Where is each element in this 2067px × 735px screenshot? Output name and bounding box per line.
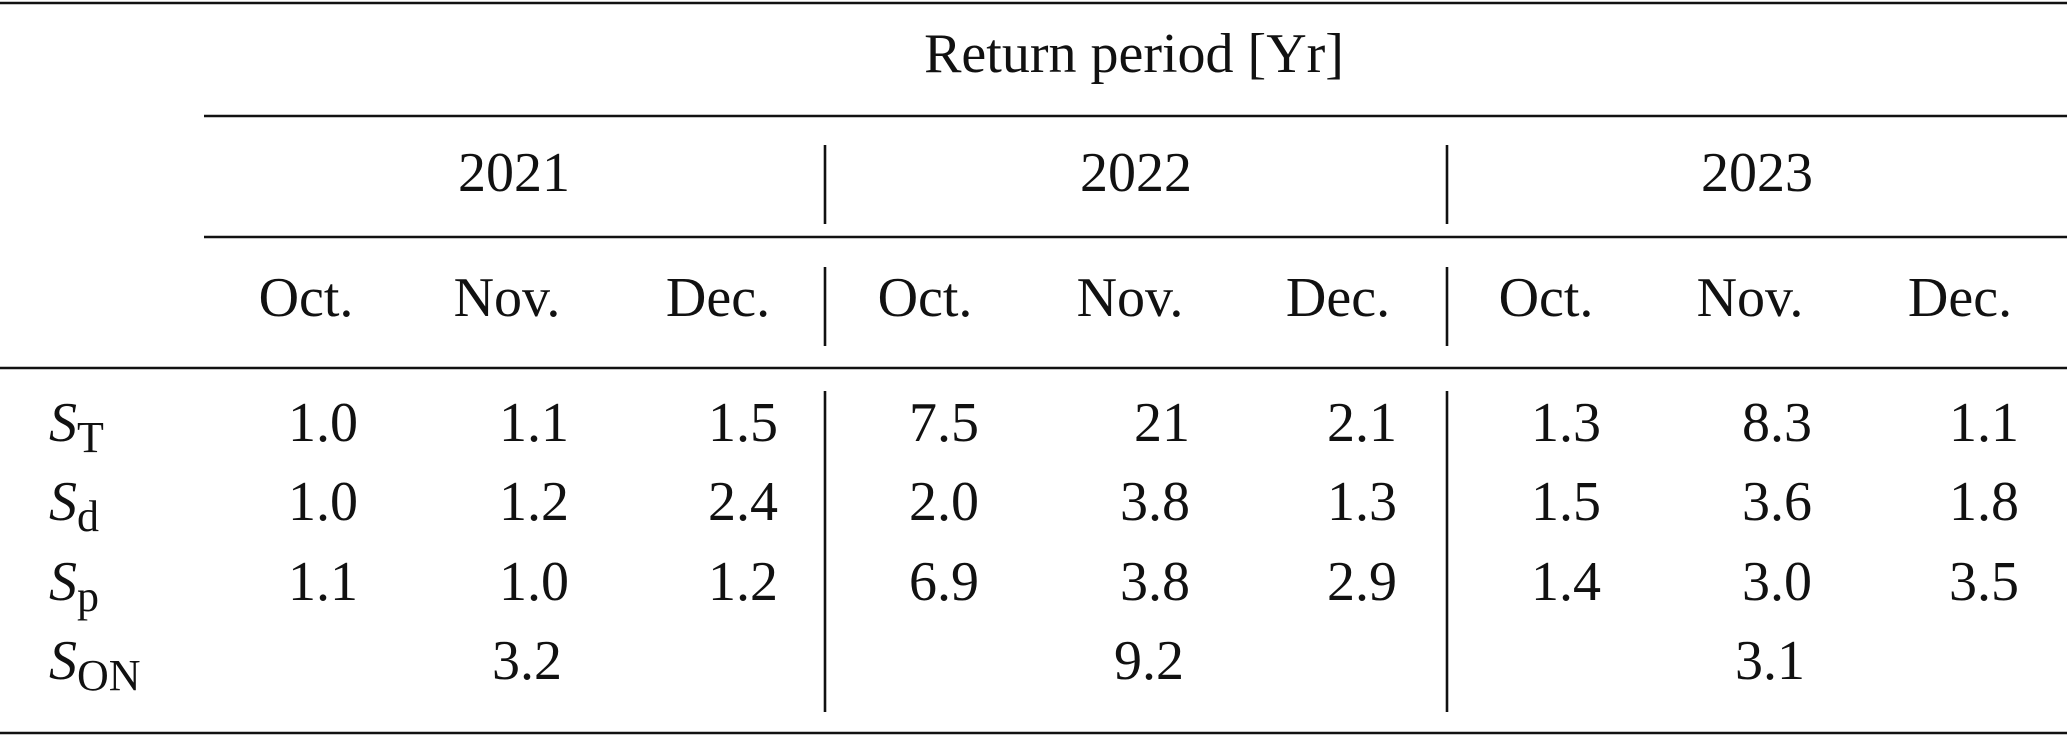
cell-value: 1.3 (1531, 392, 1601, 454)
row-label: Sd (49, 471, 99, 541)
cell-value: 1.1 (499, 392, 569, 454)
month-header: Nov. (1077, 267, 1184, 329)
row-label: ST (49, 392, 104, 462)
cell-value: 1.1 (1949, 392, 2019, 454)
month-header: Dec. (1908, 267, 2012, 329)
cell-value: 6.9 (909, 551, 979, 613)
cell-value: 1.0 (288, 471, 358, 533)
symbol: S (49, 630, 77, 692)
cell-value: 3.1 (1735, 630, 1805, 692)
cell-value: 9.2 (1114, 630, 1184, 692)
cell-value: 2.0 (909, 471, 979, 533)
cell-value: 1.5 (1531, 471, 1601, 533)
cell-value: 3.8 (1120, 551, 1190, 613)
cell-value: 2.4 (708, 471, 778, 533)
cell-value: 1.5 (708, 392, 778, 454)
year-header: 2021 (458, 142, 570, 204)
cell-value: 1.0 (288, 392, 358, 454)
cell-value: 1.8 (1949, 471, 2019, 533)
cell-value: 1.0 (499, 551, 569, 613)
separators (823, 145, 1449, 712)
cell-value: 2.1 (1327, 392, 1397, 454)
symbol: S (49, 392, 77, 454)
year-header: 2022 (1080, 142, 1192, 204)
cell-value: 1.3 (1327, 471, 1397, 533)
symbol: S (49, 471, 77, 533)
cell-value: 1.1 (288, 551, 358, 613)
subscript: ON (77, 651, 141, 700)
cell-value: 1.4 (1531, 551, 1601, 613)
cell-value: 3.0 (1742, 551, 1812, 613)
subscript: T (77, 413, 104, 462)
cell-value: 8.3 (1742, 392, 1812, 454)
month-header: Nov. (1697, 267, 1804, 329)
year-header: 2023 (1701, 142, 1813, 204)
cell-value: 1.2 (708, 551, 778, 613)
cell-value: 3.2 (492, 630, 562, 692)
cell-value: 2.9 (1327, 551, 1397, 613)
month-header: Nov. (454, 267, 561, 329)
cell-value: 3.8 (1120, 471, 1190, 533)
month-header: Dec. (666, 267, 770, 329)
cell-value: 3.6 (1742, 471, 1812, 533)
row-label: Sp (49, 551, 99, 621)
month-header: Oct. (1499, 267, 1594, 329)
subscript: p (77, 572, 99, 621)
month-header: Oct. (878, 267, 973, 329)
cell-value: 7.5 (909, 392, 979, 454)
symbol: S (49, 551, 77, 613)
subscript: d (77, 492, 99, 541)
month-header: Dec. (1286, 267, 1390, 329)
month-header: Oct. (259, 267, 354, 329)
cell-value: 1.2 (499, 471, 569, 533)
cell-value: 21 (1134, 392, 1190, 454)
row-label: SON (49, 630, 141, 700)
cell-value: 3.5 (1949, 551, 2019, 613)
table-title: Return period [Yr] (924, 23, 1344, 85)
